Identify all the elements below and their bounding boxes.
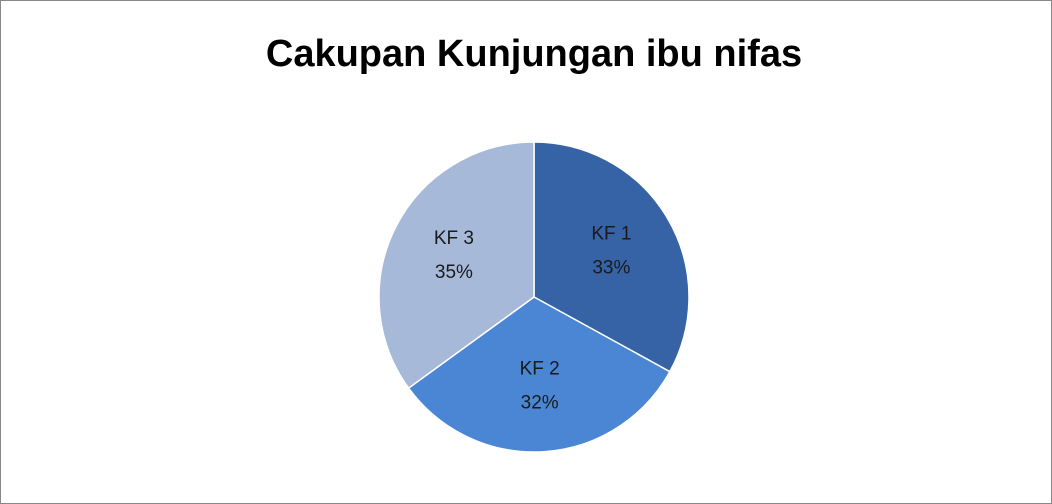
chart-title: Cakupan Kunjungan ibu nifas [266,33,802,75]
slice-label: KF 2 [520,359,560,380]
slice-value-label: 35% [435,262,473,283]
slice-value-label: 33% [592,257,630,278]
slice-label: KF 1 [591,223,631,244]
pie-slice [407,296,671,453]
slice-label: KF 3 [434,228,474,249]
slice-value-label: 32% [521,393,559,414]
pie-slice [378,141,535,390]
pie-slice [533,141,690,373]
